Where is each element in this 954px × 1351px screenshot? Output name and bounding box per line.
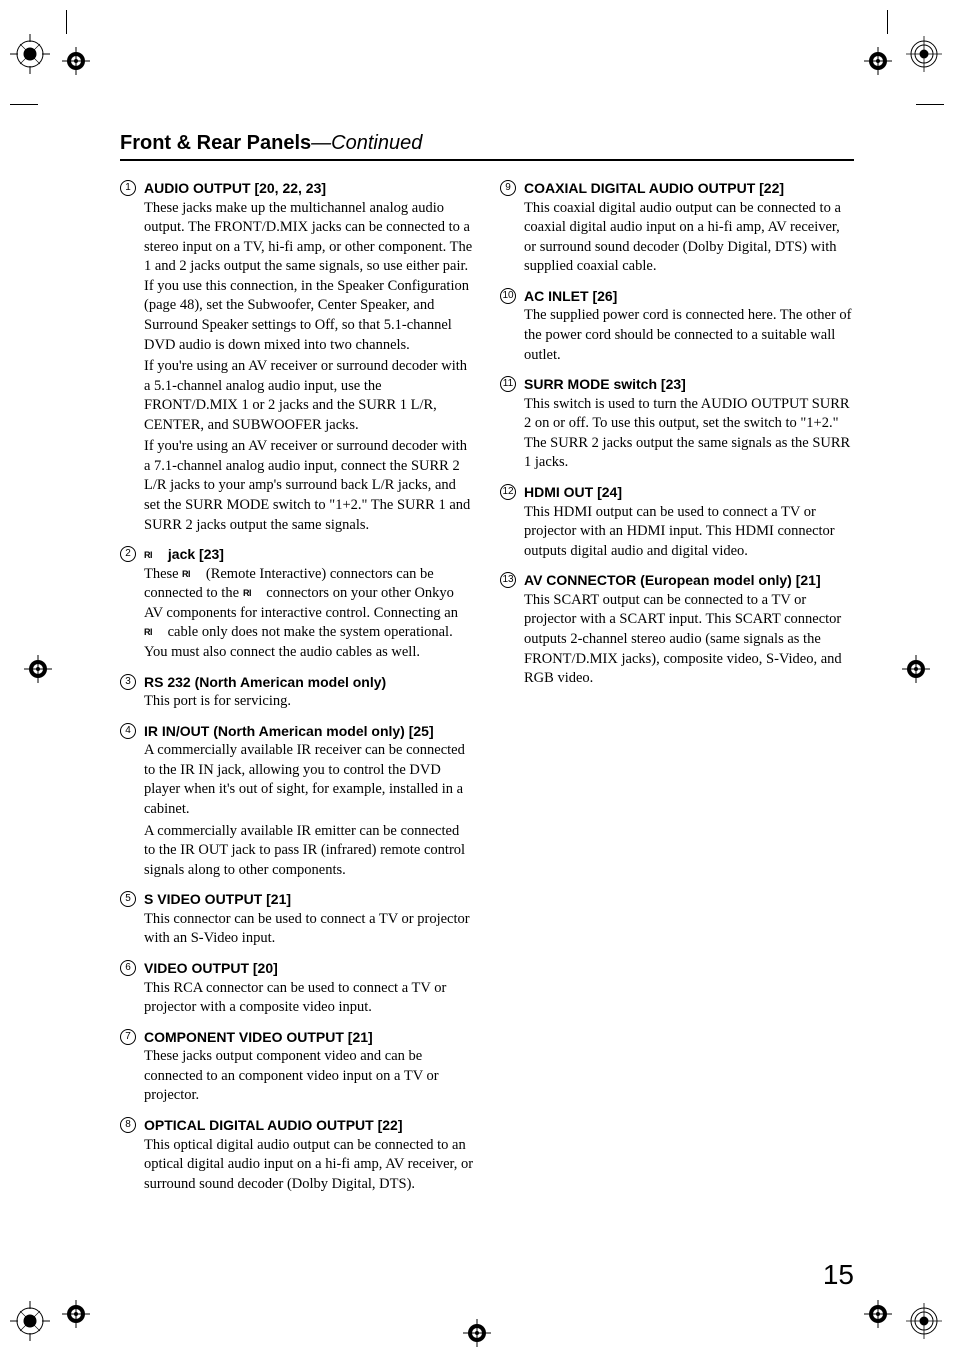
paragraph: This connector can be used to connect a … [144,910,474,949]
page-content: Front & Rear Panels—Continued 1 AUDIO OUT… [0,0,954,1351]
item-title: RS 232 (North American model only) [144,673,386,693]
paragraph: The supplied power cord is connected her… [524,306,854,365]
item-title: OPTICAL DIGITAL AUDIO OUTPUT [22] [144,1116,403,1136]
circled-number-icon: 5 [120,891,136,907]
paragraph: This optical digital audio output can be… [144,1136,474,1195]
paragraph: If you're using an AV receiver or surrou… [144,437,474,535]
list-item: 2 RI jack [23]These RI (Remote Interactiv… [120,545,474,662]
list-item: 6 VIDEO OUTPUT [20]This RCA connector can… [120,959,474,1018]
svg-text:RI: RI [182,569,190,579]
item-heading: 13 AV CONNECTOR (European model only) [21… [500,571,854,591]
item-title: AV CONNECTOR (European model only) [21] [524,571,821,591]
item-heading: 9 COAXIAL DIGITAL AUDIO OUTPUT [22] [500,179,854,199]
circled-number-icon: 11 [500,376,516,392]
circled-number-icon: 13 [500,572,516,588]
item-heading: 11 SURR MODE switch [23] [500,375,854,395]
paragraph: This port is for servicing. [144,692,474,712]
item-heading: 5 S VIDEO OUTPUT [21] [120,890,474,910]
svg-text:RI: RI [144,627,152,637]
list-item: 12 HDMI OUT [24]This HDMI output can be u… [500,483,854,561]
item-heading: 10 AC INLET [26] [500,287,854,307]
paragraph: A commercially available IR emitter can … [144,822,474,881]
item-body: This SCART output can be connected to a … [524,591,854,689]
item-body: This switch is used to turn the AUDIO OU… [524,395,854,473]
circled-number-icon: 8 [120,1117,136,1133]
list-item: 1 AUDIO OUTPUT [20, 22, 23]These jacks ma… [120,179,474,535]
svg-text:RI: RI [243,588,251,598]
ri-link-icon: RI [182,567,202,579]
item-body: This connector can be used to connect a … [144,910,474,949]
right-column: 9 COAXIAL DIGITAL AUDIO OUTPUT [22]This c… [500,179,854,1204]
item-heading: 8 OPTICAL DIGITAL AUDIO OUTPUT [22] [120,1116,474,1136]
item-body: The supplied power cord is connected her… [524,306,854,365]
item-body: These RI (Remote Interactive) connectors… [144,565,474,663]
item-body: These jacks output component video and c… [144,1047,474,1106]
item-heading: 2 RI jack [23] [120,545,474,565]
paragraph: This SCART output can be connected to a … [524,591,854,689]
circled-number-icon: 9 [500,180,516,196]
item-title: HDMI OUT [24] [524,483,622,503]
circled-number-icon: 7 [120,1029,136,1045]
paragraph: These jacks make up the multichannel ana… [144,199,474,356]
item-title: COAXIAL DIGITAL AUDIO OUTPUT [22] [524,179,784,199]
item-body: This coaxial digital audio output can be… [524,199,854,277]
circled-number-icon: 10 [500,288,516,304]
svg-text:RI: RI [144,550,152,560]
paragraph: This RCA connector can be used to connec… [144,979,474,1018]
paragraph: A commercially available IR receiver can… [144,741,474,819]
item-title: AUDIO OUTPUT [20, 22, 23] [144,179,326,199]
list-item: 11 SURR MODE switch [23]This switch is us… [500,375,854,473]
section-title-text: Front & Rear Panels [120,132,311,154]
list-item: 13 AV CONNECTOR (European model only) [21… [500,571,854,688]
item-title: SURR MODE switch [23] [524,375,686,395]
ri-link-icon: RI [243,586,263,598]
circled-number-icon: 2 [120,546,136,562]
section-continued-text: —Continued [311,132,422,154]
circled-number-icon: 1 [120,180,136,196]
item-title: RI jack [23] [144,545,224,565]
ri-link-icon: RI [144,547,164,559]
circled-number-icon: 3 [120,674,136,690]
item-heading: 3 RS 232 (North American model only) [120,673,474,693]
item-title: VIDEO OUTPUT [20] [144,959,278,979]
list-item: 4 IR IN/OUT (North American model only) [… [120,722,474,881]
paragraph: These jacks output component video and c… [144,1047,474,1106]
list-item: 5 S VIDEO OUTPUT [21]This connector can b… [120,890,474,949]
item-heading: 12 HDMI OUT [24] [500,483,854,503]
circled-number-icon: 6 [120,960,136,976]
item-body: This HDMI output can be used to connect … [524,503,854,562]
list-item: 7 COMPONENT VIDEO OUTPUT [21]These jacks … [120,1028,474,1106]
item-heading: 7 COMPONENT VIDEO OUTPUT [21] [120,1028,474,1048]
item-body: These jacks make up the multichannel ana… [144,199,474,536]
item-body: This port is for servicing. [144,692,474,712]
left-column: 1 AUDIO OUTPUT [20, 22, 23]These jacks ma… [120,179,474,1204]
item-heading: 6 VIDEO OUTPUT [20] [120,959,474,979]
item-title: S VIDEO OUTPUT [21] [144,890,291,910]
paragraph: If you're using an AV receiver or surrou… [144,357,474,435]
list-item: 3 RS 232 (North American model only)This … [120,673,474,712]
item-heading: 4 IR IN/OUT (North American model only) [… [120,722,474,742]
paragraph: This switch is used to turn the AUDIO OU… [524,395,854,473]
page-number: 15 [823,1259,854,1291]
circled-number-icon: 4 [120,723,136,739]
item-title: COMPONENT VIDEO OUTPUT [21] [144,1028,373,1048]
list-item: 9 COAXIAL DIGITAL AUDIO OUTPUT [22]This c… [500,179,854,277]
ri-link-icon: RI [144,625,164,637]
item-body: This optical digital audio output can be… [144,1136,474,1195]
item-body: This RCA connector can be used to connec… [144,979,474,1018]
item-body: A commercially available IR receiver can… [144,741,474,880]
list-item: 8 OPTICAL DIGITAL AUDIO OUTPUT [22]This o… [120,1116,474,1194]
item-title: IR IN/OUT (North American model only) [2… [144,722,434,742]
two-column-layout: 1 AUDIO OUTPUT [20, 22, 23]These jacks ma… [120,179,854,1204]
circled-number-icon: 12 [500,484,516,500]
paragraph: These RI (Remote Interactive) connectors… [144,565,474,663]
list-item: 10 AC INLET [26]The supplied power cord i… [500,287,854,365]
item-heading: 1 AUDIO OUTPUT [20, 22, 23] [120,179,474,199]
item-title: AC INLET [26] [524,287,617,307]
section-heading: Front & Rear Panels—Continued [120,132,854,161]
paragraph: This HDMI output can be used to connect … [524,503,854,562]
paragraph: This coaxial digital audio output can be… [524,199,854,277]
